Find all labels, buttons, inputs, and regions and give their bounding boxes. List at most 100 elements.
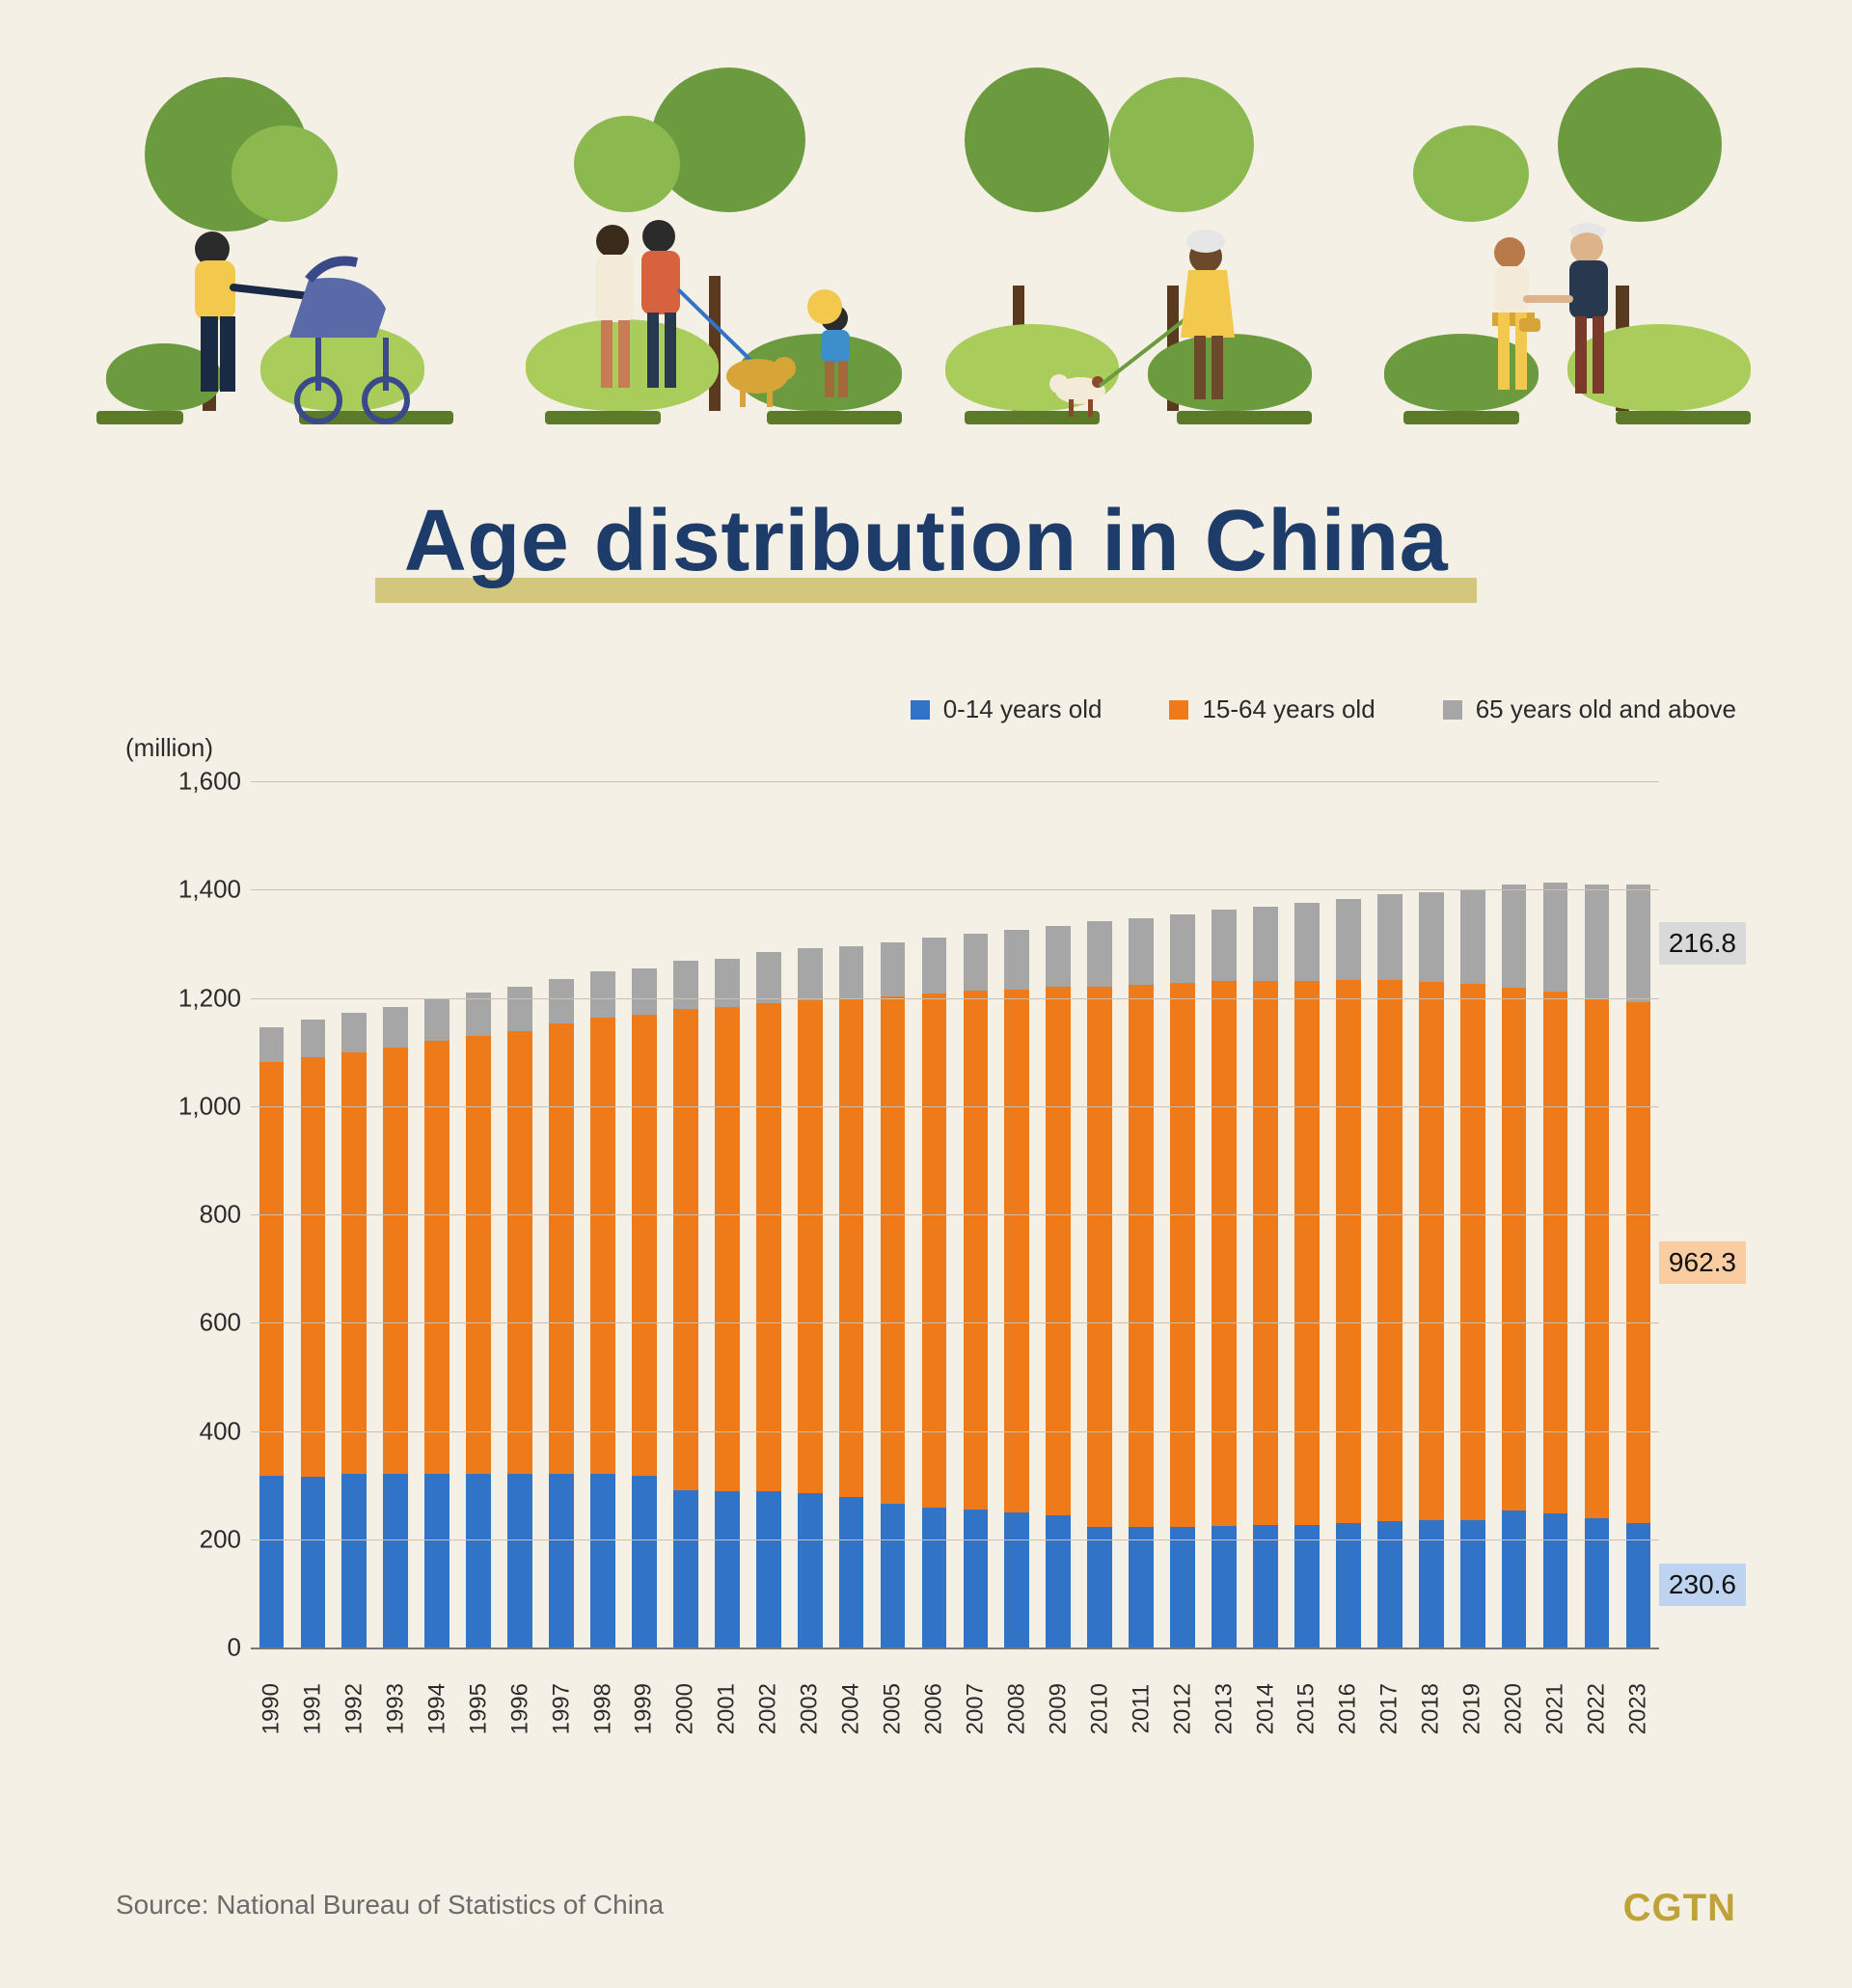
segment-65plus	[466, 993, 491, 1036]
family-with-dog-icon	[535, 203, 902, 424]
callout-0-14: 230.6	[1659, 1564, 1746, 1606]
segment-15-64	[1170, 983, 1195, 1527]
x-tick-label: 2014	[1245, 1683, 1287, 1734]
segment-65plus	[1543, 883, 1568, 992]
segment-65plus	[507, 987, 532, 1031]
elder-with-dog-icon	[984, 212, 1312, 424]
segment-15-64	[715, 1007, 740, 1491]
x-tick-label: 2018	[1410, 1683, 1452, 1734]
x-tick-label: 2008	[996, 1683, 1038, 1734]
segment-0-14	[756, 1491, 781, 1648]
segment-0-14	[466, 1474, 491, 1648]
segment-65plus	[1129, 918, 1154, 985]
segment-0-14	[964, 1510, 989, 1648]
x-tick-label: 1992	[334, 1683, 375, 1734]
x-tick-label: 2015	[1286, 1683, 1327, 1734]
plot-area: 1990199119921993199419951996199719981999…	[251, 781, 1659, 1649]
segment-0-14	[1626, 1523, 1651, 1648]
segment-65plus	[383, 1007, 408, 1048]
legend-swatch	[1443, 700, 1462, 720]
segment-65plus	[839, 946, 864, 999]
segment-15-64	[507, 1031, 532, 1474]
segment-65plus	[1626, 885, 1651, 1002]
segment-65plus	[1087, 921, 1112, 986]
legend-item-15-64: 15-64 years old	[1169, 694, 1375, 724]
legend-swatch	[911, 700, 930, 720]
segment-15-64	[839, 999, 864, 1497]
segment-65plus	[1212, 910, 1237, 981]
x-tick-label: 1994	[417, 1683, 458, 1734]
illus-scene-2	[516, 68, 907, 424]
segment-15-64	[1212, 981, 1237, 1526]
x-tick-label: 1997	[541, 1683, 583, 1734]
segment-0-14	[1129, 1527, 1154, 1648]
legend-label: 0-14 years old	[943, 694, 1103, 724]
page-title-wrap: Age distribution in China	[0, 492, 1852, 603]
segment-0-14	[1212, 1526, 1237, 1648]
x-tick-label: 2005	[872, 1683, 913, 1734]
segment-0-14	[839, 1497, 864, 1648]
legend-label: 65 years old and above	[1476, 694, 1736, 724]
y-tick-label: 1,200	[145, 983, 241, 1013]
y-tick-label: 200	[145, 1524, 241, 1554]
segment-15-64	[1626, 1002, 1651, 1523]
person-with-stroller-icon	[125, 212, 444, 424]
segment-0-14	[424, 1474, 449, 1648]
segment-65plus	[1294, 903, 1320, 981]
x-tick-label: 2022	[1576, 1683, 1618, 1734]
segment-0-14	[1502, 1511, 1527, 1648]
y-tick-label: 400	[145, 1416, 241, 1446]
x-tick-label: 2016	[1327, 1683, 1369, 1734]
x-tick-label: 2009	[1038, 1683, 1079, 1734]
segment-0-14	[341, 1474, 367, 1648]
segment-0-14	[1253, 1525, 1278, 1648]
grid-line	[251, 1539, 1659, 1540]
x-tick-label: 2011	[1121, 1683, 1162, 1734]
x-tick-label: 1996	[500, 1683, 541, 1734]
x-tick-label: 1995	[458, 1683, 500, 1734]
x-tick-label: 2012	[1162, 1683, 1204, 1734]
segment-0-14	[549, 1474, 574, 1648]
x-tick-label: 2019	[1452, 1683, 1493, 1734]
segment-0-14	[1046, 1515, 1071, 1648]
segment-15-64	[383, 1048, 408, 1474]
y-tick-label: 1,600	[145, 767, 241, 797]
segment-65plus	[1170, 914, 1195, 983]
segment-0-14	[383, 1474, 408, 1648]
x-axis-labels: 1990199119921993199419951996199719981999…	[251, 1683, 1659, 1734]
segment-65plus	[590, 971, 615, 1018]
segment-65plus	[1502, 885, 1527, 988]
segment-0-14	[1585, 1518, 1610, 1648]
illus-scene-4	[1375, 68, 1765, 424]
grid-line	[251, 1214, 1659, 1215]
legend-item-65plus: 65 years old and above	[1443, 694, 1736, 724]
segment-15-64	[1502, 988, 1527, 1511]
infographic-canvas: Age distribution in China 0-14 years old…	[0, 0, 1852, 1988]
y-tick-label: 800	[145, 1200, 241, 1230]
segment-15-64	[881, 996, 906, 1504]
x-tick-label: 2013	[1204, 1683, 1245, 1734]
segment-65plus	[922, 938, 947, 994]
x-tick-label: 2017	[1369, 1683, 1410, 1734]
header-illustration	[87, 68, 1765, 424]
segment-15-64	[301, 1057, 326, 1477]
segment-0-14	[798, 1493, 823, 1648]
callout-15-64: 962.3	[1659, 1241, 1746, 1284]
segment-15-64	[1004, 990, 1029, 1512]
x-tick-label: 1993	[375, 1683, 417, 1734]
segment-0-14	[507, 1474, 532, 1648]
segment-15-64	[1377, 980, 1403, 1521]
x-tick-label: 1998	[583, 1683, 624, 1734]
legend-label: 15-64 years old	[1202, 694, 1375, 724]
y-tick-label: 600	[145, 1308, 241, 1338]
x-tick-label: 2020	[1493, 1683, 1535, 1734]
x-tick-label: 2004	[831, 1683, 872, 1734]
segment-65plus	[798, 948, 823, 1000]
segment-15-64	[259, 1062, 285, 1476]
segment-0-14	[1170, 1527, 1195, 1648]
segment-65plus	[1336, 899, 1361, 980]
segment-65plus	[259, 1027, 285, 1061]
x-tick-label: 1990	[251, 1683, 292, 1734]
segment-0-14	[1004, 1512, 1029, 1648]
segment-65plus	[1046, 926, 1071, 987]
